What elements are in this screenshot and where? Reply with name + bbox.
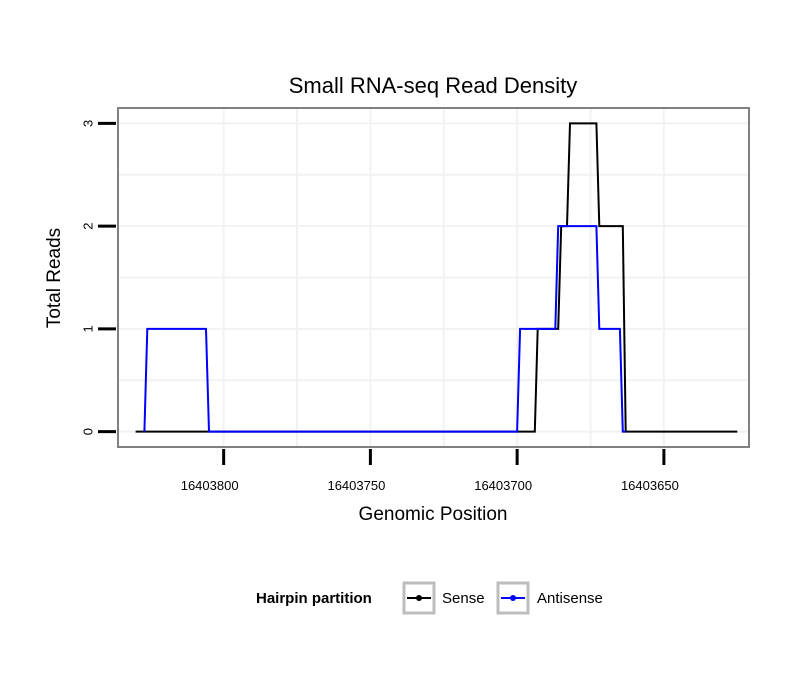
series-line-antisense: [143, 225, 626, 433]
legend-point-antisense: [510, 595, 516, 601]
legend-title: Hairpin partition: [256, 590, 372, 607]
legend-key-antisense: [496, 581, 530, 615]
legend-item-antisense: Antisense: [496, 581, 603, 615]
x-tick-label-3: 16403650: [621, 478, 679, 493]
x-axis-title: Genomic Position: [359, 504, 508, 525]
y-axis: 0 1 2 3: [81, 120, 116, 435]
legend-label-antisense: Antisense: [537, 590, 603, 607]
x-tick-label-2: 16403700: [474, 478, 532, 493]
x-tick-label-1: 16403750: [327, 478, 385, 493]
y-axis-title: Total Reads: [44, 228, 65, 328]
y-tick-label-2: 2: [81, 223, 96, 230]
x-tick-label-0: 16403800: [181, 478, 239, 493]
y-tick-label-3: 3: [81, 120, 96, 127]
legend-point-sense: [416, 595, 422, 601]
x-axis: 16403800 16403750 16403700 16403650: [181, 449, 679, 493]
legend-label-sense: Sense: [442, 590, 485, 607]
y-tick-label-0: 0: [81, 428, 96, 435]
plot-border: [117, 107, 750, 448]
legend-item-sense: Sense: [402, 581, 485, 615]
series-layer: [135, 122, 738, 433]
y-tick-label-1: 1: [81, 325, 96, 332]
legend: Hairpin partition Sense Antisense: [256, 581, 603, 615]
chart-title: Small RNA-seq Read Density: [289, 73, 578, 98]
